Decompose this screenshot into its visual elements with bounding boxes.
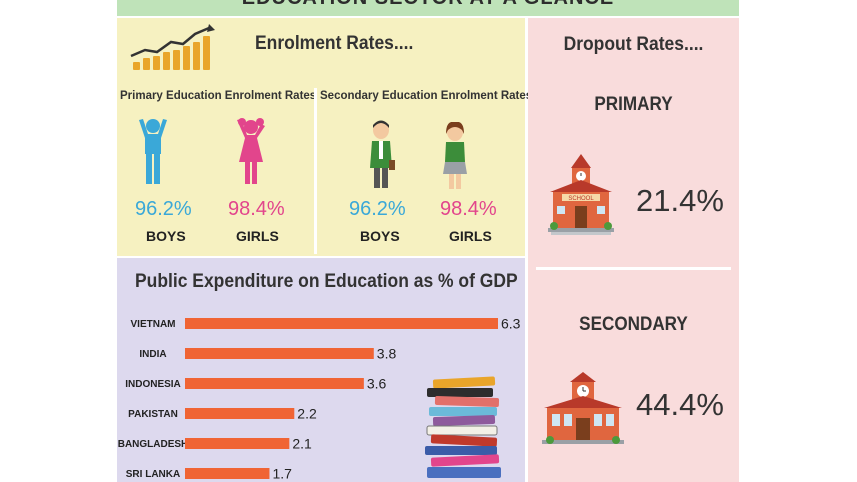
expenditure-bar <box>185 438 290 449</box>
dropout-primary-label: PRIMARY <box>594 94 673 115</box>
expenditure-bar <box>185 408 295 419</box>
boy-icon <box>139 119 167 184</box>
value-label: 3.8 <box>377 346 397 362</box>
dropout-secondary-label: SECONDARY <box>579 314 688 335</box>
category-label: INDONESIA <box>125 379 181 390</box>
expenditure-bar <box>185 318 498 329</box>
enrolment-title: Enrolment Rates.... <box>255 33 414 54</box>
banner-title: EDUCATION SECTOR AT A GLANCE <box>117 0 739 10</box>
primary-girls-label: GIRLS <box>236 228 279 244</box>
secondary-enrolment-heading: Secondary Education Enrolment Rates <box>320 90 533 102</box>
book-stack-icon <box>425 376 501 478</box>
value-label: 2.2 <box>297 406 317 422</box>
primary-enrolment-heading: Primary Education Enrolment Rates <box>120 90 317 102</box>
primary-school-icon: SCHOOL <box>548 154 614 235</box>
expenditure-bar <box>185 348 374 359</box>
secondary-school-icon <box>542 372 624 444</box>
growth-chart-icon <box>130 24 215 70</box>
dropout-divider <box>536 267 731 270</box>
primary-boys-label: BOYS <box>146 228 186 244</box>
svg-text:SCHOOL: SCHOOL <box>568 196 594 202</box>
secondary-girls-label: GIRLS <box>449 228 492 244</box>
expenditure-bar-chart: VIETNAM 6.3 INDIA 3.8 INDONESIA 3.6 PAKISTAN 2.… <box>118 316 521 482</box>
category-label: SRI LANKA <box>126 469 180 480</box>
dropout-panel: Dropout Rates.... PRIMARY SCHOOL 21.4% S… <box>528 18 739 482</box>
column-divider <box>314 88 317 254</box>
expenditure-bar <box>185 468 270 479</box>
dropout-title: Dropout Rates.... <box>563 34 704 55</box>
schoolgirl-icon <box>443 122 467 189</box>
value-label: 1.7 <box>272 466 292 482</box>
schoolboy-icon <box>370 120 395 188</box>
value-label: 3.6 <box>367 376 387 392</box>
expenditure-panel: Public Expenditure on Education as % of … <box>117 258 525 482</box>
infographic: EDUCATION SECTOR AT A GLANCE Enrolment R… <box>117 0 739 482</box>
category-label: INDIA <box>139 349 166 360</box>
girl-icon <box>237 118 265 184</box>
secondary-boys-label: BOYS <box>360 228 400 244</box>
category-label: VIETNAM <box>131 319 176 330</box>
dropout-secondary-value: 44.4% <box>636 387 724 422</box>
header-banner: EDUCATION SECTOR AT A GLANCE <box>117 0 739 16</box>
primary-girls-rate: 98.4% <box>228 198 285 220</box>
secondary-girls-rate: 98.4% <box>440 198 497 220</box>
primary-boys-rate: 96.2% <box>135 198 192 220</box>
dropout-primary-value: 21.4% <box>636 183 724 218</box>
secondary-boys-rate: 96.2% <box>349 198 406 220</box>
expenditure-bar <box>185 378 364 389</box>
enrolment-panel: Enrolment Rates.... Primary Education En… <box>117 18 532 256</box>
category-label: BANGLADESH <box>118 439 189 450</box>
value-label: 6.3 <box>501 316 521 332</box>
value-label: 2.1 <box>292 436 312 452</box>
category-label: PAKISTAN <box>128 409 178 420</box>
chart-title: Public Expenditure on Education as % of … <box>135 271 518 292</box>
